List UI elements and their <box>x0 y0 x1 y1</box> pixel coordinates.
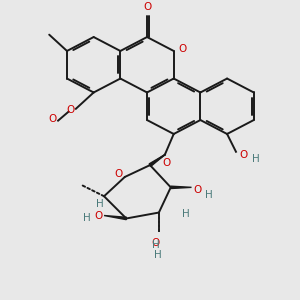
Polygon shape <box>149 155 165 166</box>
Text: O: O <box>143 2 151 12</box>
Text: O: O <box>162 158 170 168</box>
Text: H: H <box>96 199 104 208</box>
Text: H: H <box>154 250 161 260</box>
Text: O: O <box>94 211 103 220</box>
Text: O: O <box>152 238 160 248</box>
Text: O: O <box>66 105 74 115</box>
Text: O: O <box>239 150 247 160</box>
Text: O: O <box>193 185 201 195</box>
Text: H: H <box>152 240 160 250</box>
Text: H: H <box>205 190 213 200</box>
Text: H: H <box>182 209 190 219</box>
Text: H: H <box>252 154 260 164</box>
Text: O: O <box>115 169 123 179</box>
Polygon shape <box>104 215 126 220</box>
Text: O: O <box>178 44 186 55</box>
Polygon shape <box>171 186 191 188</box>
Text: O: O <box>48 114 57 124</box>
Text: H: H <box>83 214 91 224</box>
